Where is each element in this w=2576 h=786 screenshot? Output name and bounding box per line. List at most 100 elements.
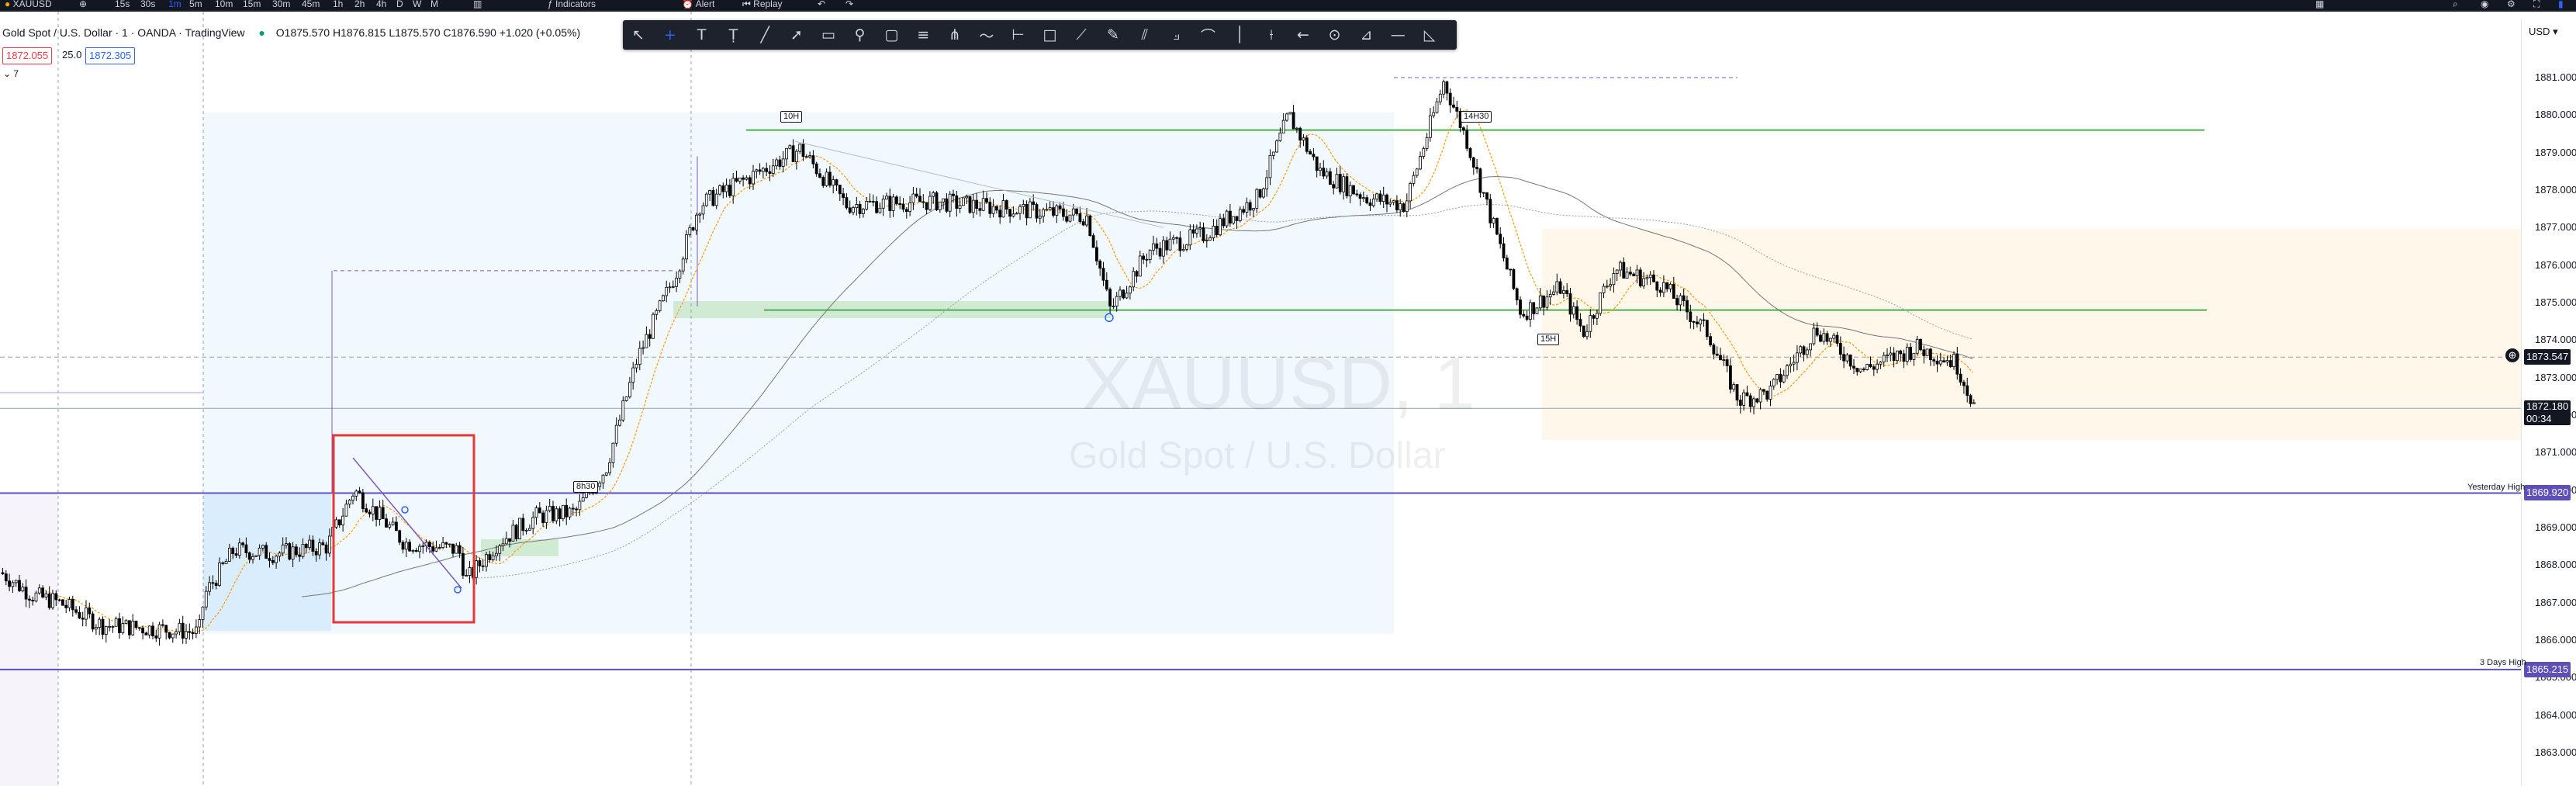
interval-30m[interactable]: 30m <box>272 0 291 9</box>
candle-body <box>1305 137 1309 152</box>
search-icon[interactable]: ⌕ <box>2453 0 2458 9</box>
candle-body <box>1786 365 1789 376</box>
redo-icon[interactable]: ↷ <box>845 0 854 9</box>
symbol-title[interactable]: Gold Spot / U.S. Dollar · 1 · OANDA · Tr… <box>2 26 245 39</box>
candle-body <box>534 507 538 518</box>
range-icon[interactable]: ⊢ <box>1011 26 1025 43</box>
gann-icon[interactable]: ⟓ <box>1173 26 1181 43</box>
candle-body <box>821 177 825 186</box>
buy-price-button[interactable]: 1872.305 <box>85 47 136 64</box>
pitchfork-icon[interactable]: ⋔ <box>949 26 961 43</box>
publish-icon[interactable]: ▮ <box>2558 0 2564 9</box>
note-icon[interactable]: ▭ <box>821 26 835 43</box>
candle-body <box>465 575 469 577</box>
interval-month[interactable]: M <box>430 0 438 9</box>
interval-10m[interactable]: 10m <box>215 0 233 9</box>
candle-body <box>524 529 528 532</box>
candle-body <box>621 400 625 421</box>
spread-value: 25.0 <box>62 49 82 61</box>
fib-fan-icon[interactable]: ⫽ <box>1141 26 1149 43</box>
candle-body <box>825 171 828 186</box>
alert-button[interactable]: ⏰ Alert <box>682 0 714 10</box>
symbol-search-button[interactable]: ● XAUUSD <box>5 0 52 10</box>
candle-body <box>1062 208 1065 217</box>
pencil-icon[interactable]: ✎ <box>1107 26 1119 43</box>
curve-icon[interactable]: ⌒ <box>1200 27 1215 45</box>
interval-45m[interactable]: 45m <box>302 0 320 9</box>
price-axis-label: 1877.000 <box>2535 221 2576 234</box>
measure-icon[interactable]: ⊿ <box>1360 26 1373 43</box>
indicator-collapse-toggle[interactable]: ⌄ 7 <box>3 68 19 79</box>
candle-body <box>1365 197 1369 203</box>
text-tool-icon[interactable]: T <box>697 26 707 43</box>
circle-icon[interactable]: ⊙ <box>1328 26 1341 43</box>
candle-body <box>91 613 95 630</box>
candle-body <box>798 144 802 152</box>
candle-body <box>198 619 202 628</box>
interval-15s[interactable]: 15s <box>115 0 130 9</box>
candle-body <box>1782 375 1786 383</box>
position-icon[interactable]: ⟊ <box>1269 26 1274 43</box>
candle-body <box>371 506 375 514</box>
camera-icon[interactable]: ◉ <box>2481 0 2489 9</box>
pin-icon[interactable]: ⚲ <box>854 26 866 43</box>
interval-week[interactable]: W <box>413 0 422 9</box>
candle-body <box>1505 258 1509 270</box>
interval-day[interactable]: D <box>396 0 403 9</box>
horizontal-line-icon[interactable]: — <box>1390 26 1406 43</box>
settings-gear-icon[interactable]: ⚙ <box>2507 0 2515 9</box>
callout-icon[interactable]: ▢ <box>884 26 899 43</box>
indicators-button[interactable]: ƒ Indicators <box>548 0 596 10</box>
parallel-channel-icon[interactable]: ≡ <box>917 26 930 43</box>
layout-icon[interactable]: ▦ <box>2315 0 2325 9</box>
path-icon[interactable]: 〜 <box>979 27 994 45</box>
candle-body <box>1672 283 1675 300</box>
vertical-line-icon[interactable]: │ <box>1235 26 1244 43</box>
candle-body <box>671 286 675 288</box>
candle-body <box>1215 226 1219 236</box>
interval-4h[interactable]: 4h <box>376 0 387 9</box>
candle-body <box>762 168 765 172</box>
interval-2h[interactable]: 2h <box>354 0 365 9</box>
horizontal-ray-icon[interactable]: ← <box>1296 26 1309 43</box>
angle-icon[interactable]: ◺ <box>1423 26 1436 43</box>
replay-button[interactable]: ⏮ Replay <box>742 0 783 10</box>
interval-30s[interactable]: 30s <box>140 0 156 9</box>
currency-selector[interactable]: USD ▾ <box>2529 26 2558 37</box>
candle-body <box>748 177 752 185</box>
candle-body <box>168 632 171 639</box>
interval-1h[interactable]: 1h <box>333 0 344 9</box>
candle-body <box>114 618 118 627</box>
chart-type-icon[interactable]: ▥ <box>473 0 482 9</box>
candle-body <box>804 156 808 158</box>
fullscreen-icon[interactable]: ⛶ <box>2533 0 2540 9</box>
candle-body <box>1852 365 1855 369</box>
interval-5m[interactable]: 5m <box>189 0 202 9</box>
candle-body <box>541 512 545 523</box>
candle-body <box>354 490 358 497</box>
candle-body <box>1922 349 1926 356</box>
cursor-tool-icon[interactable]: ↖ <box>632 26 645 43</box>
cross-tool-icon[interactable]: + <box>663 26 676 43</box>
candle-body <box>1068 214 1072 222</box>
candle-body <box>645 334 648 348</box>
arrow-icon[interactable]: ➚ <box>790 26 803 43</box>
candle-body <box>134 620 138 628</box>
compare-symbol-button[interactable]: ⊕ <box>79 0 88 9</box>
add-alert-icon[interactable]: ⊕ <box>2505 348 2519 362</box>
rectangle-icon[interactable]: □ <box>1043 26 1057 43</box>
candle-body <box>1452 104 1455 108</box>
candle-body <box>1045 209 1049 211</box>
text-box-icon[interactable]: Ṭ <box>728 26 738 43</box>
candle-body <box>628 382 631 397</box>
candle-body <box>1909 347 1913 360</box>
brush-icon[interactable]: ⟋ <box>1076 26 1087 43</box>
undo-icon[interactable]: ↶ <box>818 0 826 9</box>
interval-15m[interactable]: 15m <box>243 0 261 9</box>
candle-body <box>1129 286 1132 294</box>
price-chart[interactable] <box>0 0 2521 786</box>
sell-price-button[interactable]: 1872.055 <box>2 47 53 64</box>
interval-1m[interactable]: 1m <box>168 0 182 9</box>
candle-body <box>147 625 151 635</box>
trend-line-icon[interactable]: ╱ <box>760 26 769 43</box>
